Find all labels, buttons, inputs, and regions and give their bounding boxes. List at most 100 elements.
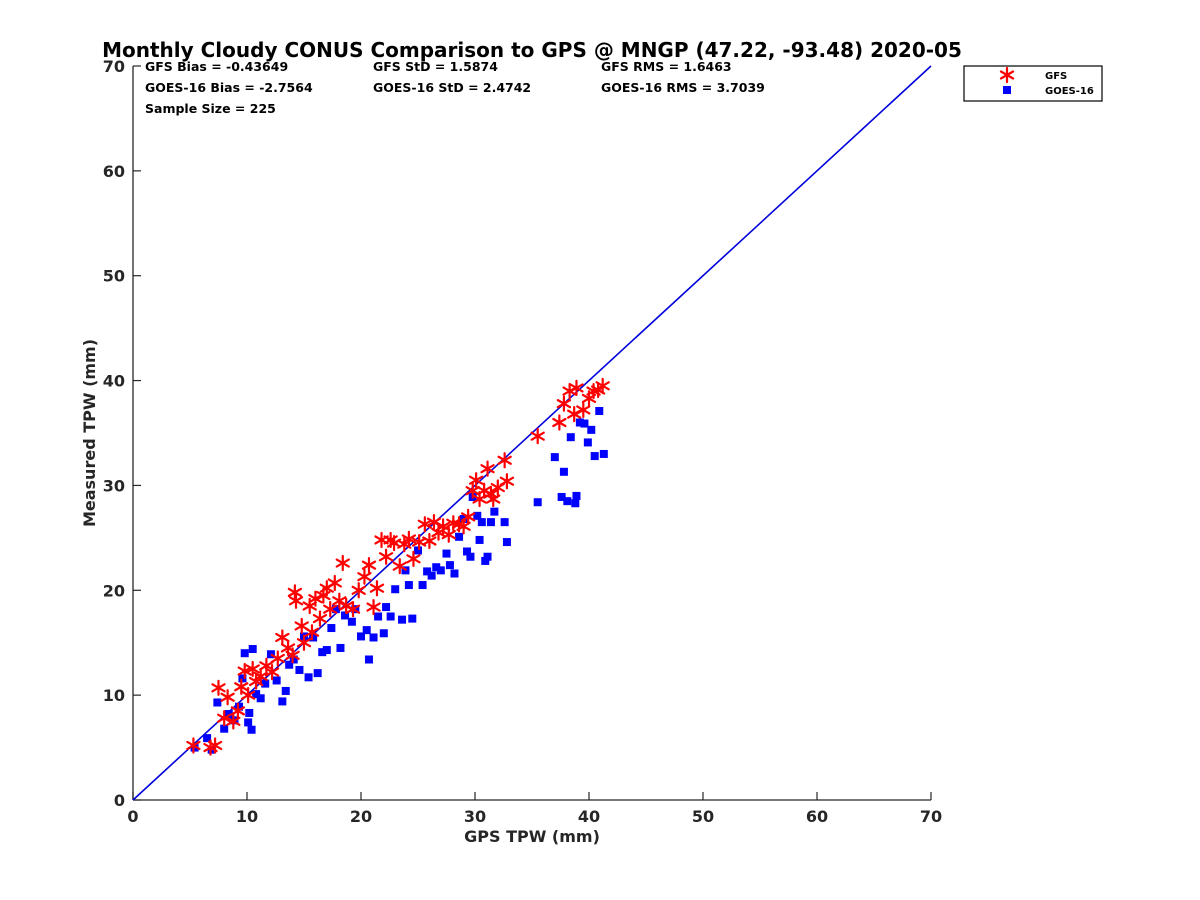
gfs-point — [366, 598, 381, 616]
gfs-point — [345, 601, 361, 618]
goes-16-point — [364, 655, 373, 664]
gfs-point — [308, 590, 323, 607]
x-tick-label: 0 — [127, 807, 138, 826]
goes-16-point — [341, 611, 350, 620]
goes-16-point — [245, 708, 254, 717]
goes-16-point — [475, 535, 484, 544]
x-tick-label: 30 — [464, 807, 486, 826]
stat-goes-rms: GOES-16 RMS = 3.7039 — [601, 80, 765, 95]
x-tick-label: 50 — [692, 807, 714, 826]
goes-16-point — [599, 449, 608, 458]
gfs-point — [595, 377, 610, 394]
gfs-point — [245, 660, 260, 678]
goes-16-point — [357, 632, 365, 641]
goes-16-point — [391, 585, 400, 594]
legend-gfs-marker — [999, 66, 1015, 84]
stat-goes-bias: GOES-16 Bias = -2.7564 — [145, 80, 313, 95]
gfs-point — [237, 662, 252, 680]
gfs-point — [378, 548, 394, 565]
legend-gfs-label: GFS — [1045, 71, 1067, 82]
stat-gfs-bias: GFS Bias = -0.43649 — [145, 59, 288, 74]
legend-box — [963, 65, 1103, 102]
goes-16-point — [442, 549, 451, 558]
gfs-point — [259, 657, 274, 674]
goes-16-point — [331, 605, 340, 614]
goes-16-point — [374, 612, 383, 621]
gfs-point — [270, 650, 285, 667]
chart-title: Monthly Cloudy CONUS Comparison to GPS @… — [102, 38, 962, 62]
gfs-point — [486, 490, 501, 508]
gfs-point — [186, 737, 201, 754]
axis-ticks — [132, 65, 932, 801]
goes-16-point — [244, 718, 253, 727]
goes-16-point — [322, 646, 331, 655]
gfs-point — [285, 647, 300, 664]
goes-16-point — [477, 518, 486, 527]
goes-16-point — [571, 499, 580, 508]
gfs-point — [369, 580, 385, 597]
goes-16-point — [427, 571, 436, 580]
goes-16-point — [289, 655, 298, 664]
gfs-point — [569, 379, 584, 397]
gfs-point — [264, 663, 280, 681]
goes-16-point — [436, 566, 445, 575]
goes-16-point — [445, 561, 454, 570]
gfs-point — [220, 689, 235, 706]
gfs-point — [312, 610, 328, 627]
goes-16-point — [404, 581, 413, 590]
gfs-point — [287, 584, 303, 601]
goes-16-point — [327, 624, 336, 633]
gfs-point — [468, 472, 484, 489]
gfs-point — [253, 668, 268, 685]
gfs-point — [351, 582, 366, 599]
goes-16-point — [240, 649, 249, 658]
goes-16-point — [386, 612, 395, 621]
goes-16-point — [203, 734, 212, 743]
gfs-point — [226, 713, 241, 730]
goes-16-point — [557, 492, 566, 501]
goes-16-point — [281, 686, 290, 695]
goes-16-point — [418, 581, 427, 590]
goes-16-point — [295, 665, 304, 674]
stat-sample-size: Sample Size = 225 — [145, 101, 276, 116]
gfs-point — [304, 624, 320, 641]
gfs-point — [417, 516, 433, 533]
gfs-point — [240, 687, 256, 704]
y-axis-label: Measured TPW (mm) — [80, 339, 99, 527]
gfs-point — [406, 550, 421, 567]
goes-16-point — [379, 629, 388, 638]
gfs-point — [441, 526, 456, 543]
gfs-point — [332, 592, 347, 609]
gfs-point — [335, 554, 350, 572]
goes-16-point — [309, 633, 318, 642]
goes-16-point — [190, 743, 199, 752]
goes-16-point — [285, 660, 294, 669]
gfs-point — [552, 414, 567, 431]
gfs-point — [392, 558, 407, 575]
goes-16-point — [587, 425, 596, 434]
goes-16-point — [500, 518, 509, 527]
goes-16-point — [207, 745, 216, 754]
goes-16-point — [369, 633, 378, 642]
goes-16-point — [235, 702, 244, 711]
y-tick-label: 70 — [103, 57, 125, 76]
goes-16-point — [248, 645, 257, 654]
goes-16-point — [414, 546, 422, 555]
gfs-point — [217, 710, 232, 727]
gfs-point — [497, 452, 512, 469]
x-tick-label: 20 — [350, 807, 372, 826]
gfs-point — [530, 428, 545, 445]
goes-16-point — [580, 419, 589, 428]
goes-16-point — [473, 511, 482, 520]
gfs-point — [211, 679, 226, 696]
goes-16-point — [423, 567, 432, 576]
legend-goes-marker — [1003, 86, 1011, 94]
gfs-point — [230, 702, 246, 719]
gfs-point — [556, 395, 572, 412]
series-gfs — [186, 377, 610, 756]
goes-16-point — [272, 676, 281, 685]
gfs-point — [275, 629, 290, 646]
goes-16-point — [398, 615, 407, 624]
legend-goes-square — [1003, 86, 1011, 94]
legend-gfs-asterisk — [999, 66, 1015, 84]
